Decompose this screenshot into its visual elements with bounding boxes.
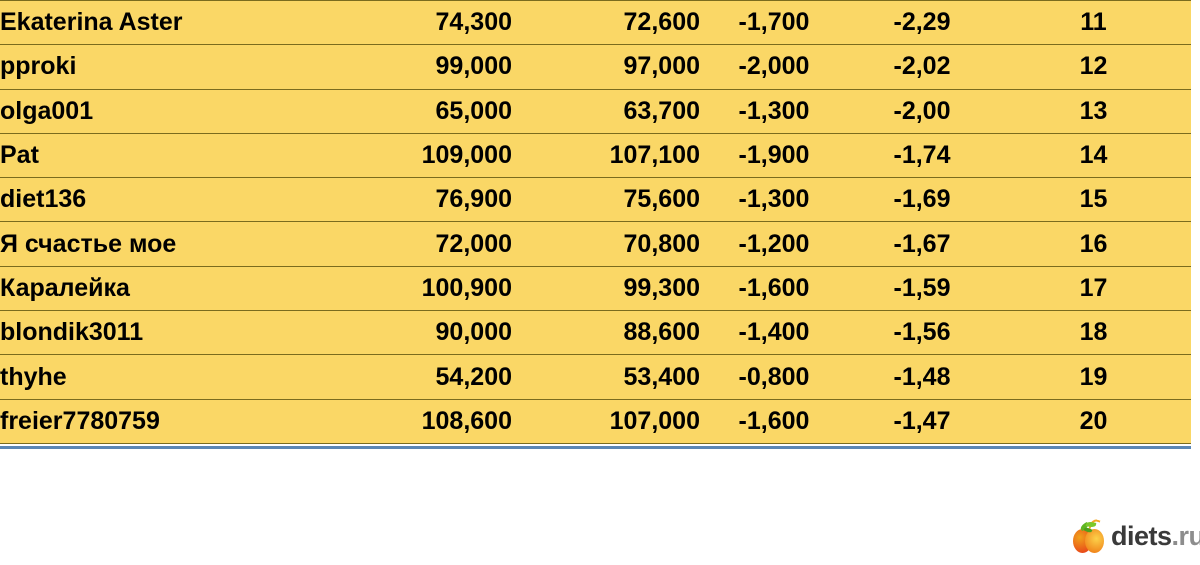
cell-percent: -2,29 <box>848 0 996 46</box>
cell-start-weight: 90,000 <box>369 310 512 356</box>
cell-start-weight: 72,000 <box>369 221 512 267</box>
cell-change: -1,600 <box>700 398 848 444</box>
cell-username: olga001 <box>0 88 369 134</box>
logo-name: diets <box>1111 520 1172 551</box>
logo-wordmark: diets.ru <box>1111 521 1200 552</box>
cell-username: diet136 <box>0 177 369 223</box>
leaderboard-table-body: Ekaterina Aster 74,300 72,600 -1,700 -2,29 11… <box>0 0 1191 444</box>
logo-tld: .ru <box>1171 520 1200 551</box>
cell-username: thyhe <box>0 354 369 400</box>
cell-username: freier7780759 <box>0 398 369 444</box>
cell-change: -1,200 <box>700 221 848 267</box>
cell-current-weight: 72,600 <box>512 0 700 46</box>
cell-username: pproki <box>0 44 369 90</box>
cell-username: Ekaterina Aster <box>0 0 369 46</box>
cell-start-weight: 54,200 <box>369 354 512 400</box>
cell-rank: 20 <box>996 398 1191 444</box>
cell-percent: -1,59 <box>848 265 996 312</box>
cell-rank: 16 <box>996 221 1191 267</box>
table-row: blondik3011 90,000 88,600 -1,400 -1,56 18 <box>0 310 1191 356</box>
cell-current-weight: 107,100 <box>512 132 700 179</box>
table-row: Ekaterina Aster 74,300 72,600 -1,700 -2,29 11 <box>0 0 1191 46</box>
cell-change: -1,300 <box>700 177 848 223</box>
cell-percent: -2,00 <box>848 88 996 134</box>
cell-start-weight: 109,000 <box>369 132 512 179</box>
cell-change: -1,900 <box>700 132 848 179</box>
apple-body-right <box>1085 529 1104 553</box>
cell-rank: 19 <box>996 354 1191 400</box>
cell-start-weight: 65,000 <box>369 88 512 134</box>
cell-rank: 15 <box>996 177 1191 223</box>
cell-current-weight: 97,000 <box>512 44 700 90</box>
cell-start-weight: 74,300 <box>369 0 512 46</box>
cell-username: Я счастье мое <box>0 221 369 267</box>
leaderboard-table: Ekaterina Aster 74,300 72,600 -1,700 -2,29 11… <box>0 0 1191 444</box>
cell-percent: -1,48 <box>848 354 996 400</box>
cell-current-weight: 99,300 <box>512 265 700 312</box>
table-row: Я счастье мое 72,000 70,800 -1,200 -1,67 16 <box>0 221 1191 267</box>
cell-current-weight: 63,700 <box>512 88 700 134</box>
apple-icon <box>1073 517 1104 553</box>
cell-percent: -1,74 <box>848 132 996 179</box>
cell-rank: 13 <box>996 88 1191 134</box>
cell-change: -1,300 <box>700 88 848 134</box>
cell-percent: -1,47 <box>848 398 996 444</box>
cell-current-weight: 107,000 <box>512 398 700 444</box>
cell-rank: 18 <box>996 310 1191 356</box>
table-row: freier7780759 108,600 107,000 -1,600 -1,47 20 <box>0 398 1191 444</box>
cell-rank: 11 <box>996 0 1191 46</box>
cell-username: Каралейка <box>0 265 369 312</box>
cell-percent: -1,56 <box>848 310 996 356</box>
cell-current-weight: 88,600 <box>512 310 700 356</box>
table-row: olga001 65,000 63,700 -1,300 -2,00 13 <box>0 88 1191 134</box>
cell-percent: -1,69 <box>848 177 996 223</box>
table-row: pproki 99,000 97,000 -2,000 -2,02 12 <box>0 44 1191 90</box>
cell-start-weight: 100,900 <box>369 265 512 312</box>
cell-current-weight: 75,600 <box>512 177 700 223</box>
cell-change: -0,800 <box>700 354 848 400</box>
table-row: diet136 76,900 75,600 -1,300 -1,69 15 <box>0 177 1191 223</box>
cell-start-weight: 108,600 <box>369 398 512 444</box>
table-row: thyhe 54,200 53,400 -0,800 -1,48 19 <box>0 354 1191 400</box>
cell-change: -2,000 <box>700 44 848 90</box>
site-logo[interactable]: diets.ru <box>1073 516 1200 556</box>
cell-change: -1,700 <box>700 0 848 46</box>
cell-rank: 14 <box>996 132 1191 179</box>
cell-percent: -2,02 <box>848 44 996 90</box>
cell-current-weight: 53,400 <box>512 354 700 400</box>
cell-start-weight: 99,000 <box>369 44 512 90</box>
table-bottom-rule <box>0 446 1191 449</box>
cell-start-weight: 76,900 <box>369 177 512 223</box>
cell-username: blondik3011 <box>0 310 369 356</box>
cell-current-weight: 70,800 <box>512 221 700 267</box>
cell-rank: 12 <box>996 44 1191 90</box>
cell-rank: 17 <box>996 265 1191 312</box>
cell-username: Pat <box>0 132 369 179</box>
cell-percent: -1,67 <box>848 221 996 267</box>
cell-change: -1,400 <box>700 310 848 356</box>
cell-change: -1,600 <box>700 265 848 312</box>
table-row: Pat 109,000 107,100 -1,900 -1,74 14 <box>0 132 1191 179</box>
table-row: Каралейка 100,900 99,300 -1,600 -1,59 17 <box>0 265 1191 312</box>
